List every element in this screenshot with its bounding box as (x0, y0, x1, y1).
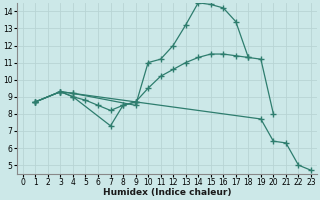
X-axis label: Humidex (Indice chaleur): Humidex (Indice chaleur) (103, 188, 231, 197)
